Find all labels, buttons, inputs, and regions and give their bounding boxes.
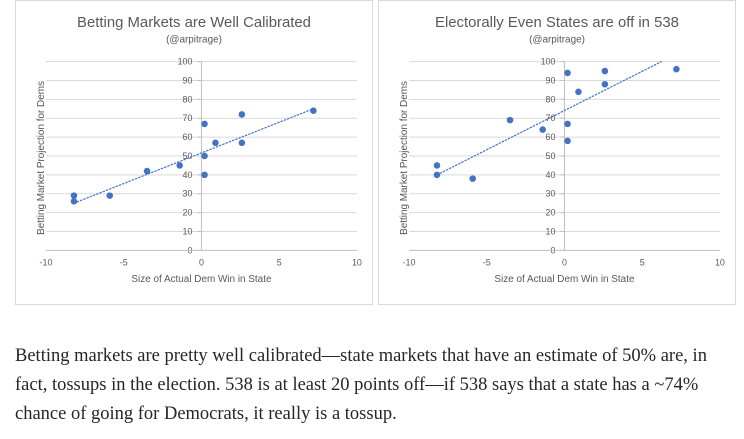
c1-data-point-11 xyxy=(673,65,680,73)
c1-data-point-10 xyxy=(601,80,609,88)
c1-y-tick-label: 40 xyxy=(546,170,556,180)
caption-text: Betting markets are pretty well calibrat… xyxy=(15,346,707,424)
c0-x-tick-label: -5 xyxy=(120,257,128,267)
c0-data-point-10 xyxy=(238,139,246,147)
c0-subtitle: (@arpitrage) xyxy=(166,35,222,46)
c1-x-axis-label: Size of Actual Dem Win in State xyxy=(494,274,635,285)
c0-data-point-2 xyxy=(106,192,113,199)
c1-data-point-1 xyxy=(433,171,441,179)
c0-data-point-0 xyxy=(70,192,78,199)
c0-data-point-9 xyxy=(238,111,246,118)
c1-y-tick-label: 30 xyxy=(546,189,556,199)
c1-data-point-7 xyxy=(564,137,571,145)
c0-data-point-3 xyxy=(143,167,151,175)
c0-y-tick-label: 10 xyxy=(183,226,193,236)
chart-538: Electorally Even States are off in 538 (@… xyxy=(378,0,736,305)
c1-data-point-9 xyxy=(601,67,609,75)
c1-y-tick-label: 10 xyxy=(546,226,556,236)
c1-x-tick-label: 0 xyxy=(562,257,567,267)
c0-y-axis-label: Betting Market Projection for Dems xyxy=(36,81,47,235)
c1-data-point-6 xyxy=(564,120,571,128)
c1-trendline xyxy=(436,61,663,176)
chart-betting-markets: Betting Markets are Well Calibrated (@arp… xyxy=(15,0,373,305)
c0-title: Betting Markets are Well Calibrated xyxy=(77,15,311,31)
c0-y-tick-label: 30 xyxy=(183,189,193,199)
c1-title: Electorally Even States are off in 538 xyxy=(435,15,679,31)
c1-y-axis-label: Betting Market Projection for Dems xyxy=(399,81,410,235)
c0-data-point-6 xyxy=(201,152,208,160)
c1-y-tick-label: 50 xyxy=(546,151,556,161)
c0-y-tick-label: 100 xyxy=(178,57,193,67)
c1-subtitle: (@arpitrage) xyxy=(529,35,585,46)
c1-y-tick-label: 90 xyxy=(546,75,556,85)
c1-y-tick-label: 100 xyxy=(541,57,556,67)
c1-data-point-4 xyxy=(539,126,546,133)
c0-data-point-7 xyxy=(201,171,208,179)
c1-y-tick-label: 70 xyxy=(546,113,556,123)
c1-data-point-5 xyxy=(564,69,571,77)
c0-x-tick-label: 10 xyxy=(352,257,362,267)
c0-data-point-1 xyxy=(70,197,78,205)
c0-x-tick-label: -10 xyxy=(40,257,53,267)
c1-x-tick-label: -5 xyxy=(483,257,491,267)
c0-data-point-11 xyxy=(310,107,317,114)
c1-y-tick-label: 60 xyxy=(546,132,556,142)
c0-y-tick-label: 40 xyxy=(183,170,193,180)
c1-x-tick-label: 5 xyxy=(640,257,645,267)
c1-y-tick-label: 80 xyxy=(546,94,556,104)
c1-x-tick-label: 10 xyxy=(715,257,725,267)
c0-y-tick-label: 20 xyxy=(183,208,193,218)
c0-y-tick-label: 80 xyxy=(183,94,193,104)
chart-betting-markets-svg: Betting Markets are Well Calibrated (@arp… xyxy=(36,15,362,285)
c1-data-point-2 xyxy=(469,175,476,182)
c0-y-tick-label: 70 xyxy=(183,113,193,123)
c1-x-tick-label: -10 xyxy=(403,257,416,267)
c0-x-axis-label: Size of Actual Dem Win in State xyxy=(131,274,272,285)
c0-y-tick-label: 60 xyxy=(183,132,193,142)
c1-y-tick-label: 20 xyxy=(546,208,556,218)
c1-data-point-8 xyxy=(575,88,582,96)
chart-538-svg: Electorally Even States are off in 538 (@… xyxy=(399,15,725,285)
c0-data-point-8 xyxy=(212,139,219,147)
c0-data-point-4 xyxy=(176,162,183,169)
c0-data-point-5 xyxy=(201,120,208,128)
c0-y-tick-label: 90 xyxy=(183,75,193,85)
c0-x-tick-label: 5 xyxy=(277,257,282,267)
c0-x-tick-label: 0 xyxy=(199,257,204,267)
c1-data-point-3 xyxy=(506,116,514,124)
c0-y-tick-label: 50 xyxy=(183,151,193,161)
c0-trendline xyxy=(73,108,314,204)
c1-data-point-0 xyxy=(433,162,441,169)
